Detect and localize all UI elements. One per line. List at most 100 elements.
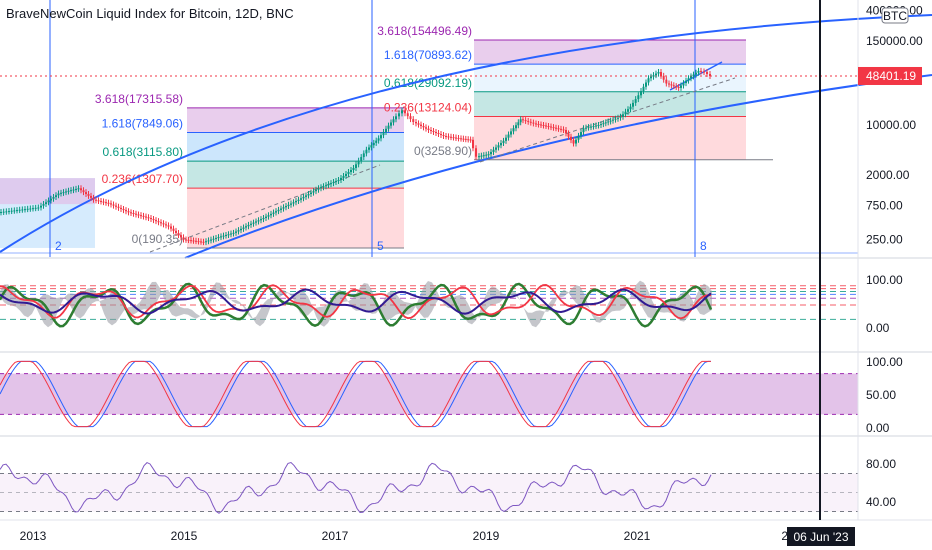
candle-body (255, 221, 257, 223)
candle-body (8, 211, 10, 213)
candle-body (167, 225, 170, 227)
candle-body (490, 151, 492, 155)
candle-body (703, 71, 705, 73)
candle-body (107, 202, 110, 204)
candle-body (102, 201, 105, 203)
candle-body (70, 190, 72, 192)
candle-body (210, 239, 212, 241)
candle-body (202, 241, 205, 243)
candle-body (16, 210, 18, 212)
candle-body (5, 211, 8, 213)
candle-body (580, 132, 582, 136)
candle-body (182, 237, 185, 240)
candle-body (442, 135, 445, 137)
candle-body (647, 78, 650, 83)
candle-body (87, 194, 90, 196)
fib-zone (474, 64, 746, 92)
fib-level-label: 0(190.35) (132, 232, 183, 246)
candle-body (540, 124, 542, 126)
candle-body (197, 241, 200, 243)
candle-body (285, 206, 287, 208)
price-pane[interactable]: 3.618(17315.58) 1.618(7849.06) 0.618(3115.… (0, 0, 932, 259)
candle-body (337, 179, 340, 182)
candle-body (18, 209, 21, 211)
candle-body (457, 137, 460, 139)
x-tick-label: 2015 (171, 529, 198, 543)
candle-body (629, 106, 632, 110)
candle-body (170, 226, 172, 229)
y-tick-label: 0.00 (866, 421, 890, 435)
osc-histogram (0, 280, 712, 328)
candle-body (524, 120, 527, 122)
candle-body (590, 126, 592, 128)
candle-body (642, 86, 645, 92)
y-tick-label: 50.00 (866, 388, 896, 402)
candle-body (662, 75, 665, 80)
candle-body (252, 222, 255, 224)
stochastic-pane[interactable] (0, 360, 858, 428)
candle-body (527, 120, 530, 122)
candle-body (195, 240, 197, 242)
candle-body (92, 197, 95, 200)
candle-body (562, 129, 565, 131)
candle-body (222, 235, 225, 237)
candle-body (600, 124, 602, 126)
candle-body (162, 223, 165, 225)
candle-body (445, 136, 447, 138)
candle-body (492, 149, 495, 152)
candle-body (47, 200, 50, 203)
candle-body (682, 83, 685, 86)
candle-body (395, 116, 397, 120)
candle-body (545, 125, 547, 127)
candle-body (512, 128, 515, 132)
candle-body (177, 232, 180, 236)
candle-body (310, 192, 312, 195)
candle-body (607, 121, 610, 123)
candle-body (297, 199, 300, 201)
rsi-pane[interactable] (0, 461, 858, 514)
x-tick-label: 2019 (473, 529, 500, 543)
candle-body (145, 216, 147, 218)
candle-body (175, 230, 177, 233)
chart-title: BraveNewCoin Liquid Index for Bitcoin, 1… (6, 6, 294, 21)
candle-body (685, 80, 687, 84)
y-tick-label: 100.00 (866, 355, 903, 369)
candle-body (572, 140, 575, 144)
candle-body (482, 155, 485, 157)
candle-body (617, 117, 619, 119)
candle-body (207, 240, 210, 242)
candle-body (532, 122, 535, 124)
candle-body (85, 192, 87, 195)
candle-body (432, 131, 435, 133)
candle-body (295, 200, 297, 203)
candle-body (652, 75, 655, 77)
candle-body (585, 127, 587, 129)
candle-body (165, 224, 167, 226)
candle-body (535, 123, 537, 125)
candle-body (575, 139, 577, 144)
candle-body (347, 171, 350, 174)
y-tick-label: 2000.00 (866, 168, 910, 182)
candle-body (415, 121, 417, 124)
candle-body (267, 215, 270, 217)
candle-body (315, 189, 317, 192)
wave-label: 2 (55, 239, 62, 253)
oscillator-pane[interactable] (0, 280, 858, 328)
candle-body (65, 191, 67, 193)
fib-level-label: 3.618(154496.49) (377, 24, 472, 38)
fib-zone (187, 107, 404, 133)
candle-body (657, 72, 660, 74)
fib-level-label: 0.236(13124.04) (384, 101, 472, 115)
candle-body (325, 185, 327, 187)
candle-body (37, 207, 40, 209)
candle-body (57, 193, 60, 196)
fib-level-label: 0.618(3115.80) (102, 145, 183, 159)
candle-body (322, 186, 325, 188)
candle-body (709, 74, 711, 76)
candle-body (365, 149, 368, 154)
candle-body (382, 131, 385, 136)
candle-body (655, 73, 657, 76)
fib-level-label: 0(3258.90) (414, 144, 472, 158)
wave-label: 8 (700, 239, 707, 253)
